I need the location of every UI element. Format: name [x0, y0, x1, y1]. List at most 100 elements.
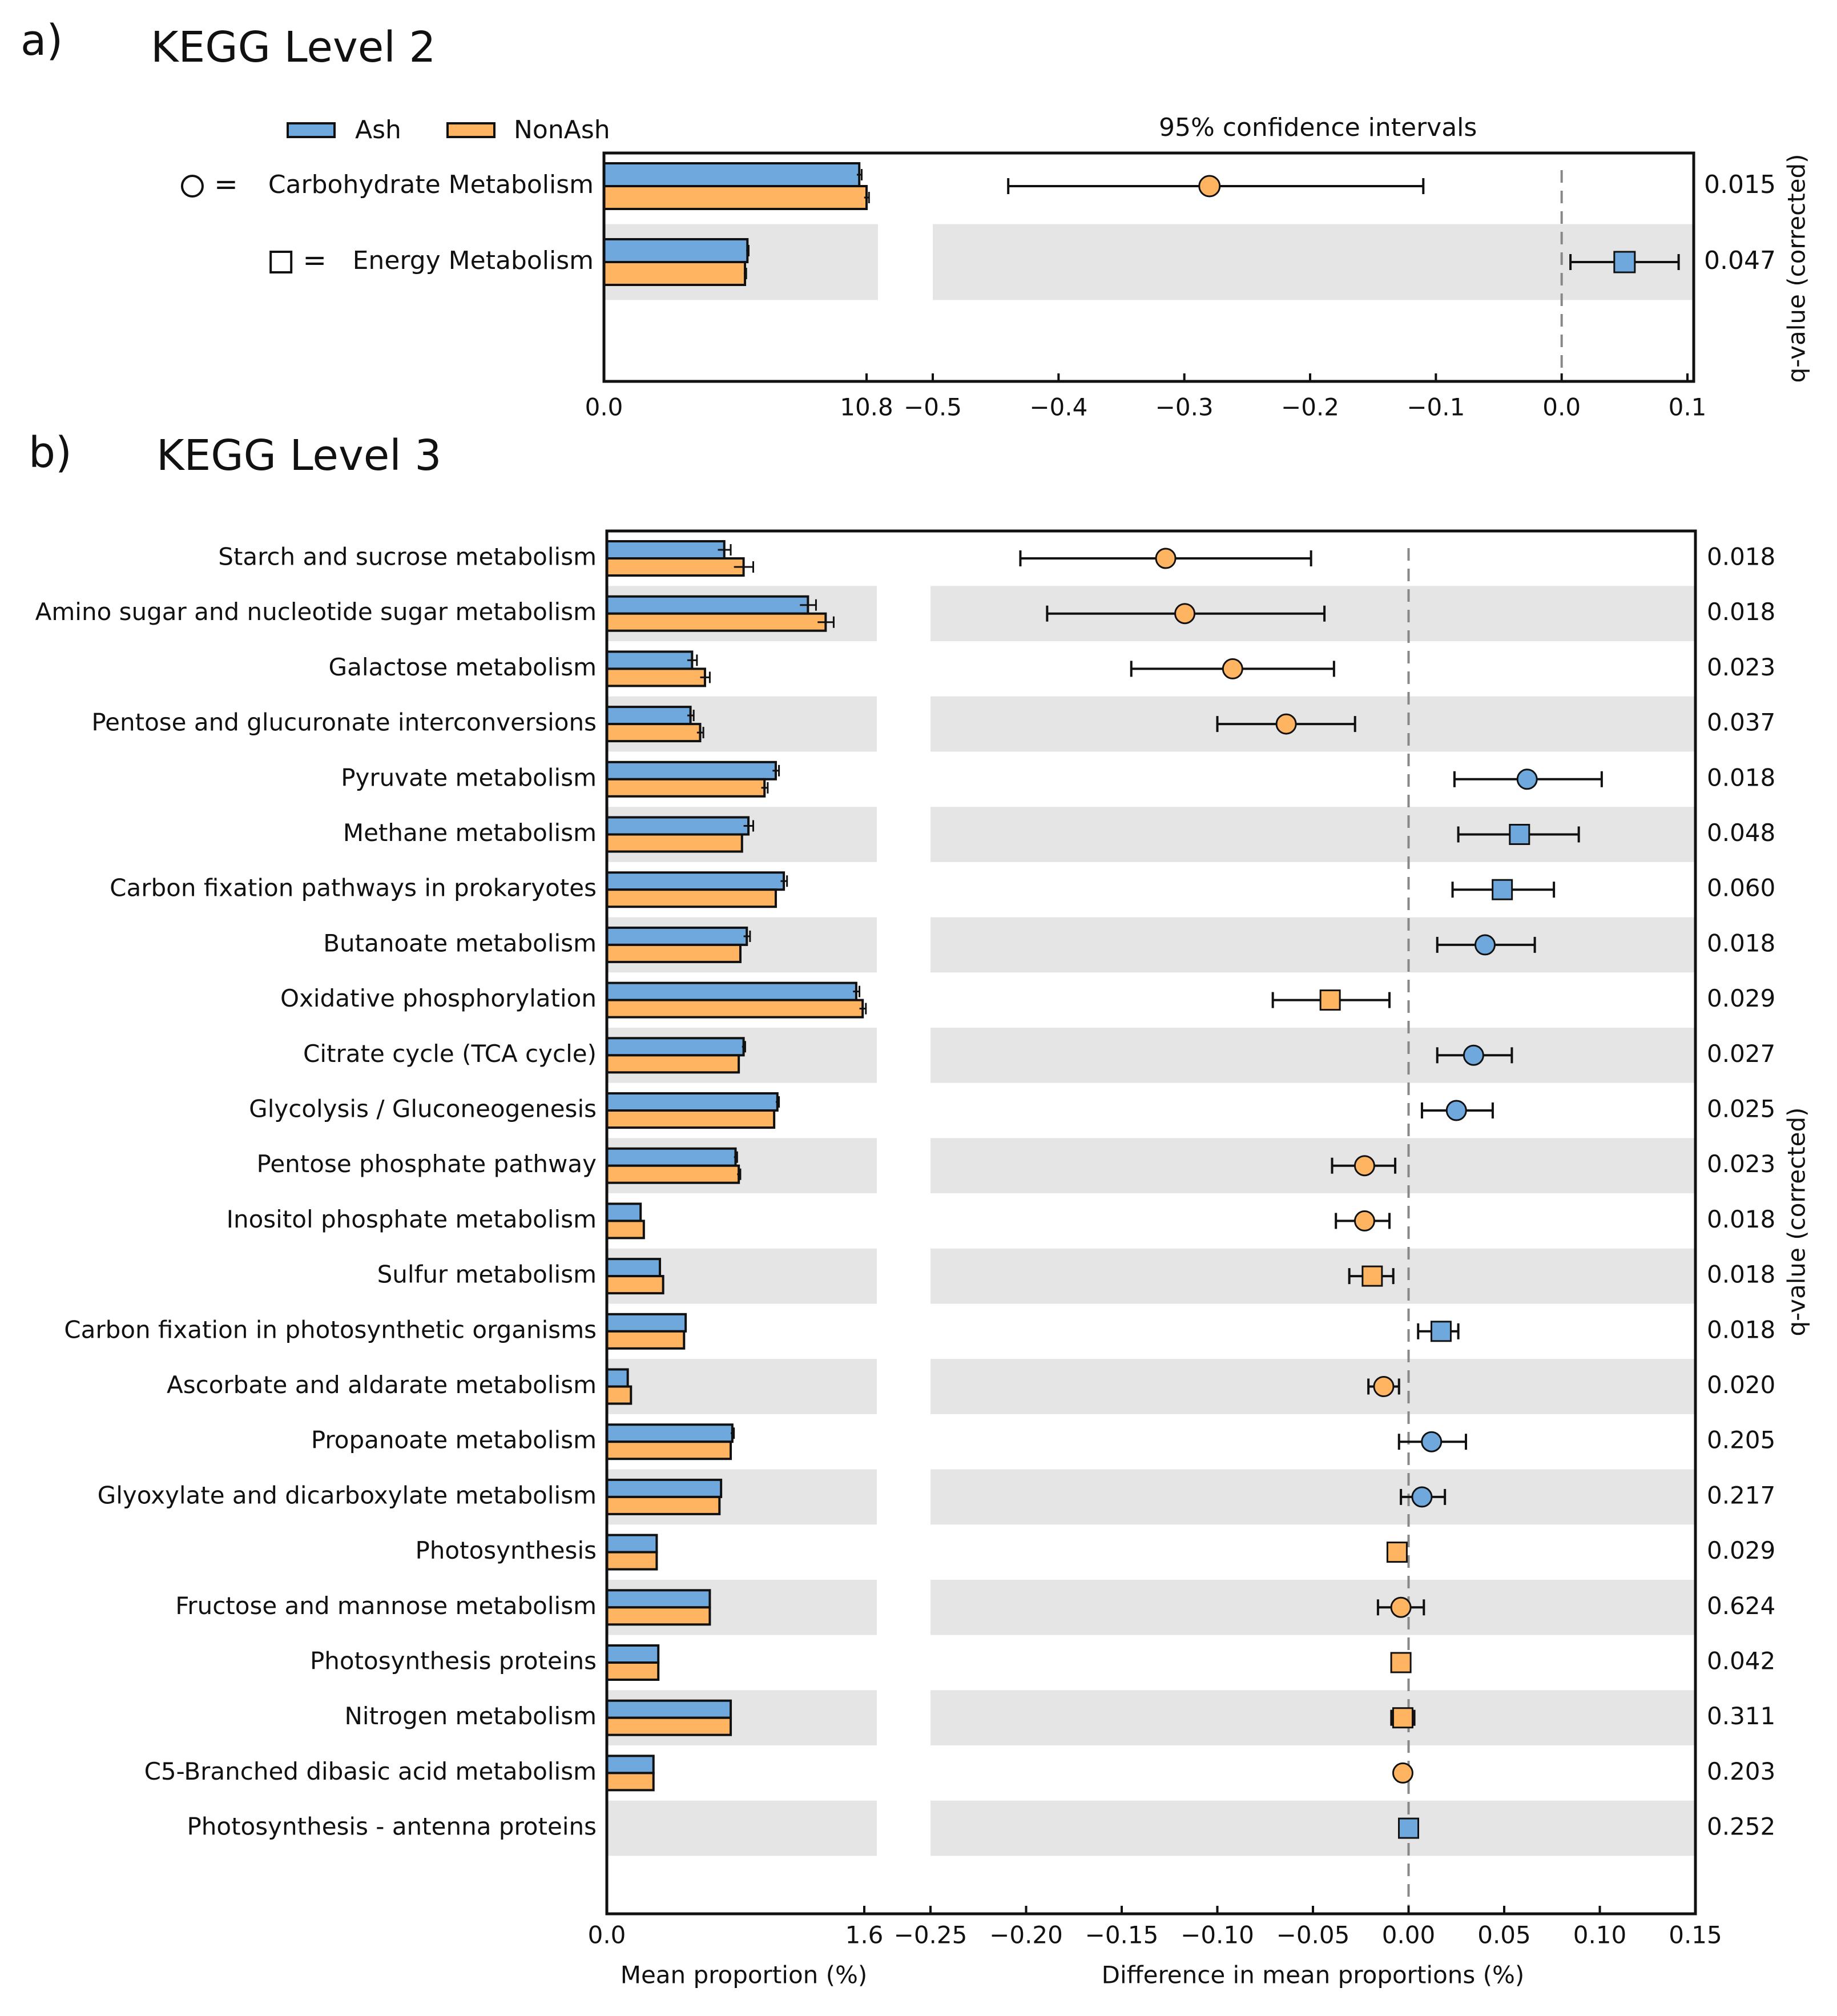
row-band-diff-b-19 — [930, 1579, 1695, 1635]
bar-a-nonash-1 — [603, 261, 747, 286]
row-band-diff-b-13 — [930, 1248, 1695, 1304]
category-label-b-11: Pentose phosphate pathway — [257, 1150, 597, 1178]
diff-point-a-1 — [1613, 251, 1636, 273]
diff-axis-tick-b-4: −0.05 — [1276, 1921, 1350, 1949]
panel-a-letter: a) — [21, 16, 63, 65]
bar-b-nonash-7 — [606, 943, 742, 963]
bar-b-nonash-9 — [606, 1054, 740, 1074]
bar-b-ash-2 — [606, 650, 694, 670]
panel-a-title: KEGG Level 2 — [151, 23, 436, 72]
q-value-b-2: 0.023 — [1707, 653, 1775, 681]
bar-b-ash-6 — [606, 871, 785, 891]
row-band-diff-b-9 — [930, 1027, 1695, 1083]
bar-a-ash-1 — [603, 238, 749, 263]
bar-b-ash-21 — [606, 1699, 732, 1719]
diff-point-b-6 — [1492, 879, 1513, 900]
legend-label-nonash: NonAsh — [514, 115, 610, 144]
category-label-b-21: Nitrogen metabolism — [344, 1702, 597, 1730]
category-label-b-6: Carbon fixation pathways in prokaryotes — [110, 874, 597, 902]
bar-b-nonash-0 — [606, 557, 745, 577]
diff-point-b-3 — [1275, 713, 1297, 735]
panel-b-letter: b) — [29, 428, 72, 477]
bar-b-ash-17 — [606, 1478, 723, 1498]
q-value-b-3: 0.037 — [1707, 709, 1775, 737]
q-value-b-10: 0.025 — [1707, 1095, 1775, 1123]
diff-point-b-17 — [1411, 1486, 1433, 1508]
bar-b-nonash-2 — [606, 667, 706, 687]
diff-axis-tick-b-5: 0.00 — [1382, 1921, 1436, 1949]
q-value-b-11: 0.023 — [1707, 1150, 1775, 1178]
bar-b-nonash-3 — [606, 723, 702, 743]
row-band-diff-b-21 — [930, 1690, 1695, 1746]
q-value-b-7: 0.018 — [1707, 929, 1775, 957]
bar-b-ash-0 — [606, 540, 726, 560]
diff-point-b-12 — [1353, 1210, 1375, 1232]
marker-legend-eq-0: = — [214, 168, 238, 201]
category-label-b-2: Galactose metabolism — [329, 653, 597, 681]
bar-b-ash-8 — [606, 981, 857, 1001]
bar-b-ash-1 — [606, 595, 809, 615]
diff-axis-label-b: Difference in mean proportions (%) — [1102, 1961, 1525, 1989]
diff-axis-tick-a-4: −0.1 — [1407, 393, 1465, 421]
category-label-b-18: Photosynthesis — [415, 1536, 597, 1564]
diff-point-b-23 — [1398, 1817, 1419, 1839]
diff-axis-tick-b-7: 0.10 — [1573, 1921, 1627, 1949]
bar-b-nonash-4 — [606, 778, 766, 798]
bar-b-ash-14 — [606, 1313, 687, 1333]
q-value-b-0: 0.018 — [1707, 543, 1775, 571]
bar-b-ash-10 — [606, 1092, 779, 1112]
bar-axis-tick-b-1: 1.6 — [845, 1921, 884, 1949]
bar-b-ash-16 — [606, 1423, 734, 1443]
q-value-a-0: 0.015 — [1704, 170, 1776, 199]
q-value-b-21: 0.311 — [1707, 1702, 1775, 1730]
bar-b-nonash-14 — [606, 1330, 686, 1350]
diff-axis-tick-a-6: 0.1 — [1669, 393, 1707, 421]
bar-b-nonash-5 — [606, 833, 743, 853]
diff-axis-tick-b-1: −0.20 — [989, 1921, 1063, 1949]
bar-b-nonash-15 — [606, 1385, 633, 1405]
category-label-b-9: Citrate cycle (TCA cycle) — [303, 1040, 597, 1068]
q-value-b-8: 0.029 — [1707, 984, 1775, 1012]
q-value-b-18: 0.029 — [1707, 1536, 1775, 1564]
diff-point-b-0 — [1155, 548, 1177, 569]
category-label-a-0: Carbohydrate Metabolism — [268, 170, 594, 199]
diff-point-b-19 — [1390, 1596, 1412, 1618]
bar-b-nonash-18 — [606, 1551, 658, 1571]
row-band-diff-b-7 — [930, 917, 1695, 973]
category-label-b-16: Propanoate metabolism — [311, 1426, 597, 1454]
q-value-b-15: 0.020 — [1707, 1371, 1775, 1399]
row-band-diff-b-17 — [930, 1469, 1695, 1525]
q-value-b-14: 0.018 — [1707, 1315, 1775, 1343]
diff-point-b-13 — [1361, 1265, 1383, 1287]
q-value-axis-label-a: q-value (corrected) — [1783, 154, 1811, 383]
category-label-b-13: Sulfur metabolism — [377, 1261, 597, 1289]
category-label-b-8: Oxidative phosphorylation — [280, 984, 597, 1012]
panel-b-title: KEGG Level 3 — [156, 431, 442, 480]
diff-point-b-4 — [1516, 768, 1538, 790]
diff-point-b-2 — [1222, 658, 1243, 679]
legend-swatch-nonash — [446, 122, 495, 138]
category-label-b-22: C5-Branched dibasic acid metabolism — [144, 1757, 597, 1785]
category-label-b-15: Ascorbate and aldarate metabolism — [167, 1371, 597, 1399]
bar-b-nonash-10 — [606, 1109, 776, 1129]
bar-axis-tick-b-0: 0.0 — [588, 1921, 626, 1949]
row-band-diff-b-11 — [930, 1138, 1695, 1194]
diff-axis-tick-a-0: −0.5 — [904, 393, 962, 421]
bar-b-nonash-16 — [606, 1440, 732, 1460]
category-label-b-20: Photosynthesis proteins — [310, 1647, 597, 1675]
q-value-axis-label-b: q-value (corrected) — [1783, 1107, 1811, 1336]
diff-point-a-0 — [1198, 175, 1221, 198]
bar-axis-label-b: Mean proportion (%) — [621, 1961, 868, 1989]
category-label-b-1: Amino sugar and nucleotide sugar metabol… — [35, 598, 597, 626]
bar-b-ash-5 — [606, 816, 750, 836]
diff-point-b-1 — [1174, 603, 1196, 625]
bar-axis-tick-a-1: 10.8 — [840, 393, 893, 421]
diff-point-b-8 — [1319, 989, 1341, 1011]
q-value-a-1: 0.047 — [1704, 246, 1776, 275]
bar-b-ash-13 — [606, 1258, 662, 1278]
q-value-b-12: 0.018 — [1707, 1205, 1775, 1233]
diff-axis-tick-b-6: 0.05 — [1477, 1921, 1531, 1949]
row-band-diff-a-1 — [933, 224, 1694, 300]
q-value-b-1: 0.018 — [1707, 598, 1775, 626]
q-value-b-13: 0.018 — [1707, 1261, 1775, 1289]
